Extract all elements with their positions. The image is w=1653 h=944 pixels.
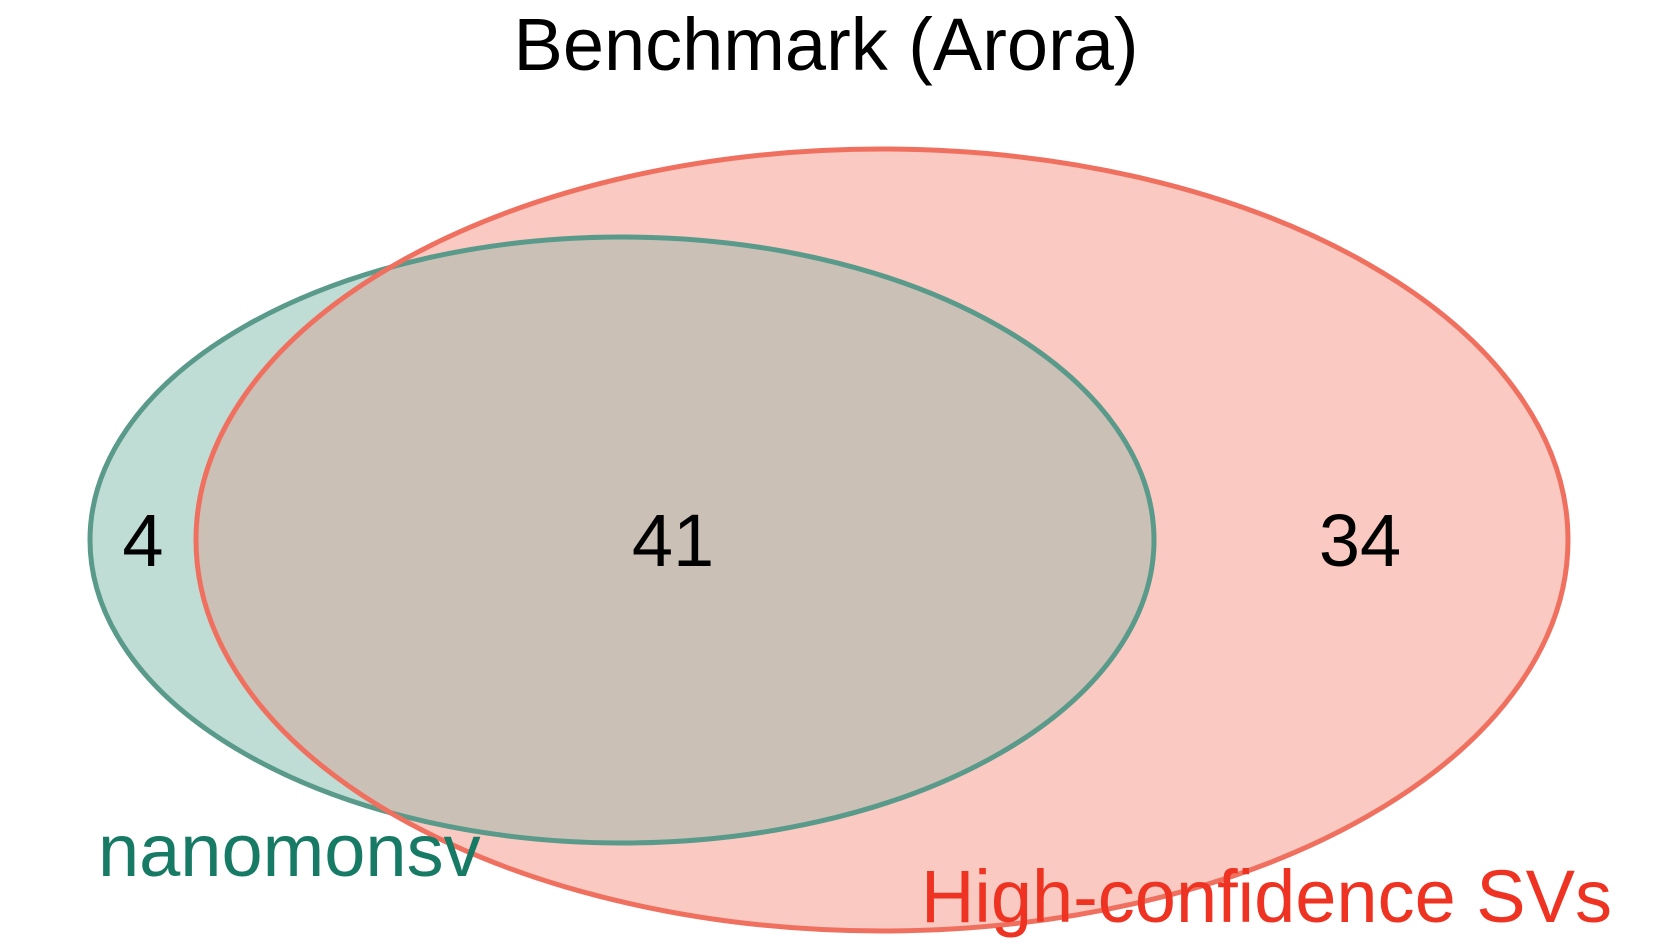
high-confidence-set-outline [193, 146, 1571, 934]
nanomonsv-set-label: nanomonsv [98, 809, 481, 892]
high-confidence-set-label: High-confidence SVs [921, 855, 1612, 938]
nanomonsv-set-outline [87, 234, 1157, 846]
intersection-region [196, 237, 1154, 843]
high-confidence-only-count: 34 [1319, 499, 1401, 582]
nanomonsv-only-count: 4 [122, 499, 163, 582]
diagram-title: Benchmark (Arora) [513, 3, 1138, 86]
intersection-count: 41 [632, 499, 714, 582]
